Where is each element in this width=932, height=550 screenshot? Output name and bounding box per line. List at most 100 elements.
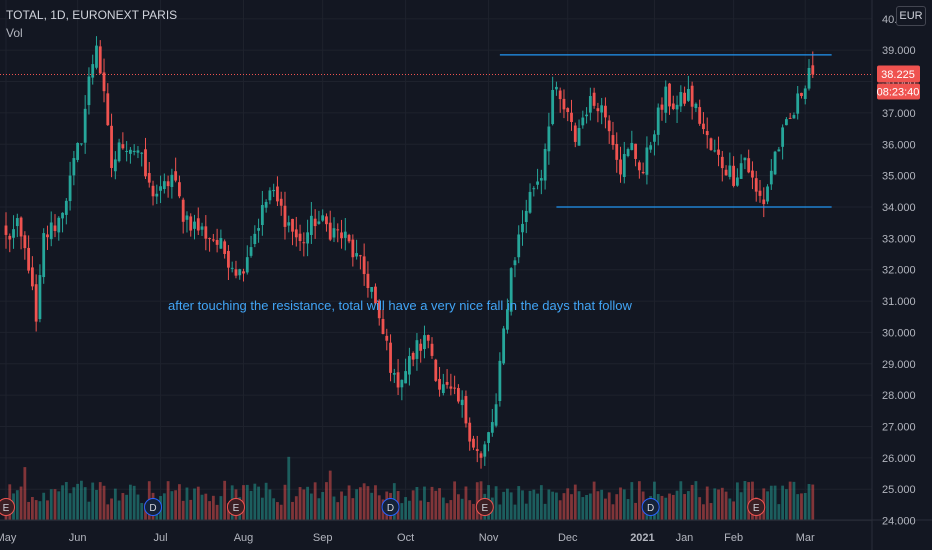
volume-bar — [53, 489, 57, 520]
candle-body — [758, 190, 762, 196]
volume-bar — [95, 489, 98, 520]
volume-bar — [336, 502, 340, 520]
candle-body — [490, 422, 494, 433]
candle-body — [728, 165, 732, 177]
candle-body — [306, 232, 309, 244]
candle-body — [566, 108, 570, 113]
y-tick-label: 34.000 — [882, 202, 916, 214]
candle-body — [294, 229, 298, 238]
y-tick-label: 31.000 — [882, 296, 916, 308]
candle-body — [573, 125, 577, 142]
volume-bar — [362, 483, 366, 520]
candle-body — [249, 247, 253, 256]
volume-bar — [178, 484, 181, 520]
y-tick-label: 37.000 — [882, 108, 916, 120]
volume-bar — [64, 482, 68, 520]
volume-bar — [57, 491, 61, 520]
volume-bar — [457, 494, 460, 520]
volume-bar — [702, 504, 705, 520]
volume-bar — [407, 500, 411, 520]
volume-bar — [558, 500, 562, 520]
candle-body — [415, 340, 419, 359]
candle-body — [807, 67, 811, 89]
dividend-marker — [641, 498, 660, 516]
candle-body — [268, 190, 272, 201]
annotation-text[interactable]: after touching the resistance, total wil… — [168, 298, 633, 313]
candle-body — [38, 275, 42, 320]
volume-bar — [735, 482, 739, 520]
volume-bar — [279, 504, 283, 520]
candle-body — [381, 319, 385, 334]
volume-bar — [781, 485, 785, 520]
volume-bar — [306, 486, 309, 520]
volume-bar — [23, 467, 27, 520]
candle-body — [660, 104, 664, 110]
volume-indicator-label[interactable]: Vol — [6, 26, 23, 40]
candle-body — [125, 150, 129, 152]
volume-bar — [121, 493, 125, 520]
volume-bar — [807, 483, 811, 520]
volume-bar — [76, 483, 80, 520]
volume-bar — [426, 501, 430, 520]
trendlines[interactable] — [0, 54, 872, 208]
volume-bar — [766, 491, 769, 520]
candle-body — [211, 239, 215, 241]
volume-bar — [588, 493, 592, 520]
volume-bar — [570, 494, 573, 520]
y-tick-label: 39.000 — [882, 45, 916, 57]
x-tick-label: Nov — [479, 532, 499, 544]
candle-body — [498, 360, 502, 401]
candle-body — [604, 105, 607, 118]
volume-bar — [423, 486, 426, 520]
candle-body — [588, 96, 592, 113]
candle-body — [747, 158, 751, 173]
volume-bar — [581, 497, 585, 520]
volume-bar — [630, 482, 634, 520]
candle-body — [34, 284, 38, 322]
event-marker-label: E — [753, 503, 760, 514]
volume-bar — [211, 495, 215, 520]
candle-body — [95, 45, 98, 68]
x-axis-ticks[interactable]: May Jun Jul Aug Sep Oct Nov Dec 2021 Jan Feb Mar — [0, 532, 815, 544]
volume-bar — [551, 491, 555, 520]
candle-body — [15, 218, 19, 227]
candle-body — [257, 228, 260, 231]
volume-bar — [98, 482, 102, 520]
candle-body — [803, 88, 807, 99]
candle-body — [313, 218, 317, 227]
volume-bar — [626, 499, 630, 520]
candle-body — [374, 286, 377, 304]
volume-bar — [38, 501, 42, 520]
symbol-title[interactable]: TOTAL, 1D, EURONEXT PARIS — [6, 8, 178, 22]
candle-body — [83, 108, 87, 143]
volume-bar — [619, 487, 622, 520]
candle-body — [12, 229, 15, 238]
volume-bar — [555, 492, 558, 520]
volume-bar — [562, 493, 566, 520]
volume-bar — [260, 497, 264, 520]
candle-body — [513, 260, 517, 266]
volume-bar — [366, 486, 370, 520]
volume-bar — [528, 490, 532, 520]
candle-body — [464, 396, 468, 424]
candle-body — [555, 86, 558, 90]
volume-bar — [19, 486, 23, 520]
volume-bar — [600, 489, 604, 520]
candle-body — [291, 218, 294, 232]
candle-body — [347, 234, 351, 242]
event-marker-label: D — [387, 503, 394, 514]
candle-body — [502, 328, 506, 364]
volume-bar — [573, 484, 577, 520]
volume-bar — [61, 485, 64, 520]
currency-button[interactable]: EUR — [896, 6, 926, 26]
candle-body — [19, 217, 23, 237]
candle-body — [53, 225, 57, 231]
volume-bar — [792, 481, 796, 520]
candle-body — [751, 170, 754, 178]
candle-body — [129, 149, 132, 154]
volume-bar — [46, 500, 49, 520]
candle-body — [532, 188, 536, 190]
event-marker-label: E — [481, 503, 488, 514]
candle-body — [630, 142, 634, 150]
